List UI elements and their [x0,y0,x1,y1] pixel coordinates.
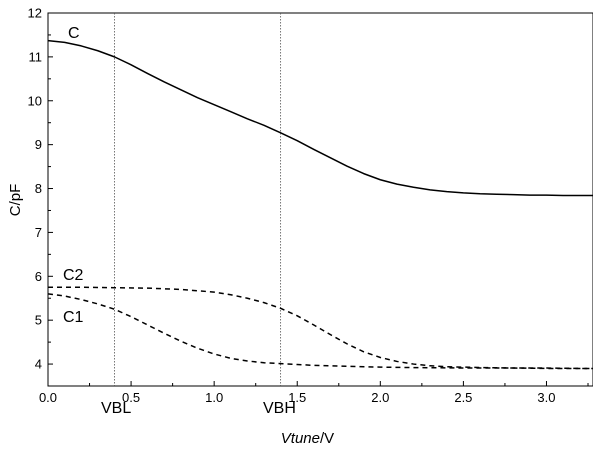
x-axis-title: Vtune [281,430,320,447]
tick-layer: 0.0 0.5 1.0 1.5 2.0 2.5 3.0 4 5 6 7 8 9 10 11 12 [28,6,589,405]
series-line-c [47,39,593,197]
y-tick-label: 7 [35,225,42,240]
x-axis-unit: /V [320,430,334,447]
x-tick-label: 0.0 [39,390,57,405]
series-label-c: C [68,25,80,42]
series-layer [47,39,593,370]
x-tick-label: 1.0 [205,390,223,405]
y-tick-label: 9 [35,137,42,152]
series-label-c2: C2 [63,267,84,284]
series-line-c1 [47,293,593,370]
y-tick-label: 5 [35,313,42,328]
plot-area [47,12,593,387]
marker-label-vbh: VBH [263,400,296,417]
vertical-marker-layer [114,13,282,386]
y-tick-label: 4 [35,357,42,372]
y-tick-label: 6 [35,269,42,284]
y-tick-label: 8 [35,181,42,196]
x-tick-label: 2.5 [454,390,472,405]
x-tick-label: 0.5 [122,390,140,405]
series-label-c1: C1 [63,309,84,326]
x-tick-label: 3.0 [537,390,555,405]
x-tick-label: 2.0 [371,390,389,405]
y-tick-label: 12 [28,6,42,21]
marker-label-vbl: VBL [101,400,131,417]
y-tick-label: 11 [29,49,43,64]
x-tick-label: 1.5 [288,390,306,405]
y-tick-label: 10 [28,93,42,108]
y-axis-title: C/pF [7,184,24,217]
